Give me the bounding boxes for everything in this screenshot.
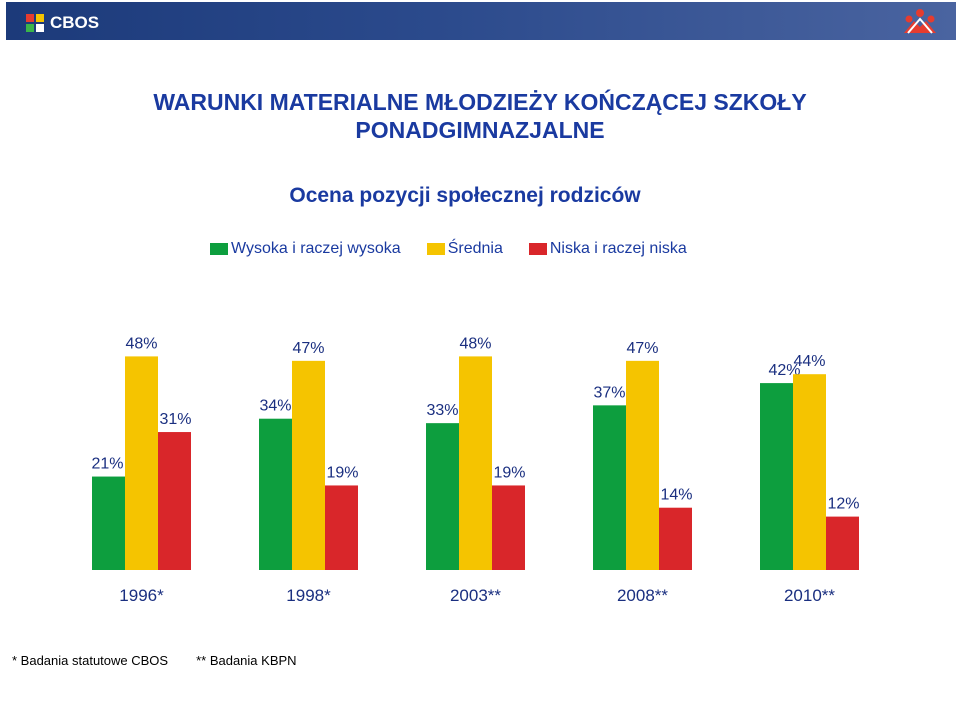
bar-1996-series-2 xyxy=(158,432,191,570)
bar-2010-series-0 xyxy=(760,383,793,570)
data-label-1998-series-0: 34% xyxy=(259,398,291,415)
x-tick-label-4: 2010** xyxy=(784,586,835,605)
top-banner: CBOS xyxy=(6,2,956,40)
footnote-kbpn: ** Badania KBPN xyxy=(196,653,297,668)
legend-label-low: Niska i raczej niska xyxy=(549,240,687,257)
chart-subtitle: Ocena pozycji społecznej rodziców xyxy=(289,184,641,207)
data-label-2008-series-2: 14% xyxy=(660,487,692,504)
data-label-2003-series-2: 19% xyxy=(493,464,525,481)
data-label-1996-series-0: 21% xyxy=(91,456,123,473)
data-label-2010-series-1: 44% xyxy=(793,353,825,370)
legend-swatch-medium xyxy=(426,243,445,255)
x-tick-label-0: 1996* xyxy=(119,586,164,605)
bar-2008-series-0 xyxy=(593,405,626,570)
data-label-1996-series-1: 48% xyxy=(125,335,157,352)
data-label-2008-series-1: 47% xyxy=(626,340,658,357)
cbos-logo-icon xyxy=(26,14,44,32)
bar-2008-series-1 xyxy=(626,360,659,570)
data-label-2010-series-0: 42% xyxy=(768,362,800,379)
bar-2010-series-1 xyxy=(793,374,826,570)
data-label-2008-series-0: 37% xyxy=(593,384,625,401)
bar-1998-series-0 xyxy=(259,418,292,570)
legend-label-medium: Średnia xyxy=(447,240,503,257)
data-label-1996-series-2: 31% xyxy=(159,411,191,428)
data-label-1998-series-2: 19% xyxy=(326,464,358,481)
x-tick-label-3: 2008** xyxy=(617,586,668,605)
legend-item-high: Wysoka i raczej wysoka xyxy=(210,240,401,258)
people-logo-icon xyxy=(904,9,936,34)
data-label-2003-series-0: 33% xyxy=(426,402,458,419)
x-tick-label-2: 2003** xyxy=(450,586,501,605)
legend-swatch-high xyxy=(210,243,228,255)
cbos-logo: CBOS xyxy=(24,8,99,38)
bar-1996-series-1 xyxy=(125,356,158,570)
bar-1998-series-1 xyxy=(292,360,325,570)
bar-2008-series-2 xyxy=(659,507,692,570)
title-line-1: WARUNKI MATERIALNE MŁODZIEŻY KOŃCZĄCEJ S… xyxy=(153,89,807,115)
data-label-2003-series-1: 48% xyxy=(459,335,491,352)
bar-1998-series-2 xyxy=(325,485,358,570)
bar-1996-series-0 xyxy=(92,476,125,570)
title-line-2: PONADGIMNAZJALNE xyxy=(355,117,605,143)
data-label-2010-series-2: 12% xyxy=(827,496,859,513)
bar-2003-series-1 xyxy=(459,356,492,570)
bar-2003-series-2 xyxy=(492,485,525,570)
brand-name: CBOS xyxy=(50,13,100,32)
bar-2003-series-0 xyxy=(426,423,459,570)
footnotes: * Badania statutowe CBOS ** Badania KBPN xyxy=(12,653,325,668)
x-tick-label-1: 1998* xyxy=(286,586,331,605)
footnote-cbos: * Badania statutowe CBOS xyxy=(12,653,169,668)
chart-legend: Wysoka i raczej wysoka Średnia Niska i r… xyxy=(210,238,713,260)
legend-item-low: Niska i raczej niska xyxy=(528,240,687,258)
bar-2010-series-2 xyxy=(826,516,859,570)
data-label-1998-series-1: 47% xyxy=(292,340,324,357)
page-title: WARUNKI MATERIALNE MŁODZIEŻY KOŃCZĄCEJ S… xyxy=(0,88,960,144)
legend-item-medium: Średnia xyxy=(426,240,503,258)
legend-label-high: Wysoka i raczej wysoka xyxy=(231,240,401,257)
legend-swatch-low xyxy=(528,243,547,255)
